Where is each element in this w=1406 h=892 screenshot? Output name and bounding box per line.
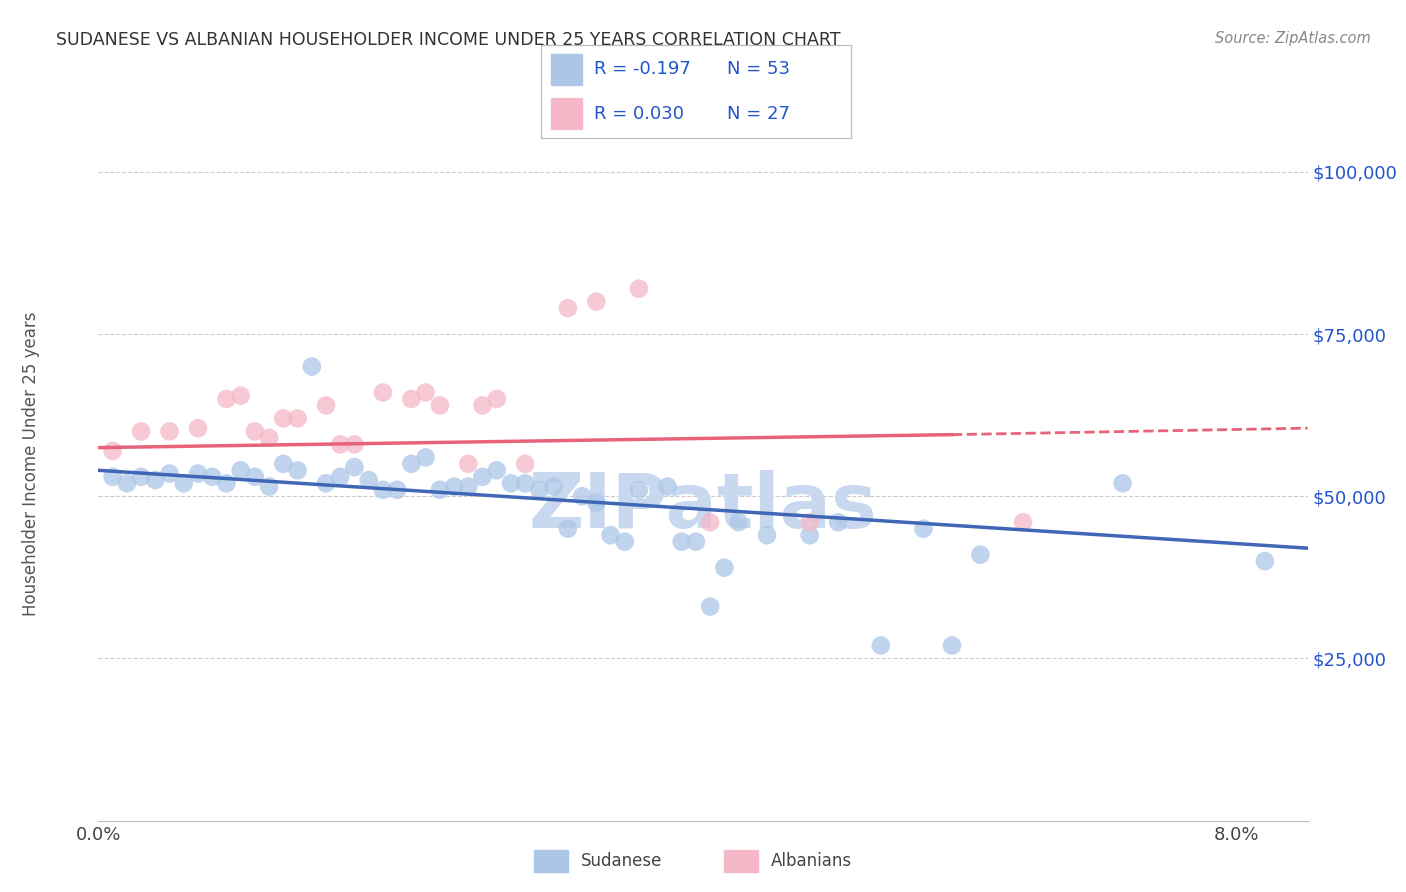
Point [101, 470, 124, 484]
Point [443, 479, 465, 493]
Point [499, 476, 522, 491]
Bar [551, 54, 582, 85]
Point [912, 522, 935, 536]
Point [229, 463, 252, 477]
Point [827, 515, 849, 529]
Point [613, 534, 636, 549]
Point [727, 515, 749, 529]
Point [941, 639, 963, 653]
Point [485, 463, 508, 477]
Point [243, 425, 266, 439]
Point [343, 437, 366, 451]
Point [371, 483, 394, 497]
Point [415, 450, 437, 465]
Point [343, 460, 366, 475]
Point [627, 282, 650, 296]
Point [371, 385, 394, 400]
Point [969, 548, 991, 562]
Point [457, 457, 479, 471]
Point [1012, 515, 1035, 529]
Point [257, 479, 280, 493]
Point [159, 425, 181, 439]
Point [187, 467, 209, 481]
Point [515, 476, 537, 491]
Text: Sudanese: Sudanese [581, 852, 662, 870]
Point [159, 467, 181, 481]
Point [671, 534, 693, 549]
Point [143, 473, 166, 487]
Point [685, 534, 707, 549]
Point [257, 431, 280, 445]
Text: R = -0.197: R = -0.197 [593, 60, 690, 78]
Point [415, 385, 437, 400]
Point [215, 392, 238, 406]
Point [485, 392, 508, 406]
Point [315, 476, 337, 491]
Point [129, 425, 152, 439]
Point [101, 443, 124, 458]
Point [585, 294, 607, 309]
Text: SUDANESE VS ALBANIAN HOUSEHOLDER INCOME UNDER 25 YEARS CORRELATION CHART: SUDANESE VS ALBANIAN HOUSEHOLDER INCOME … [56, 31, 841, 49]
Text: Albanians: Albanians [770, 852, 852, 870]
Point [329, 437, 352, 451]
Point [273, 411, 295, 425]
Point [429, 399, 451, 413]
Text: N = 53: N = 53 [727, 60, 790, 78]
Point [699, 599, 721, 614]
Point [243, 470, 266, 484]
Point [1111, 476, 1133, 491]
Point [329, 470, 352, 484]
Point [471, 399, 494, 413]
Text: ZIPatlas: ZIPatlas [529, 470, 877, 543]
Point [385, 483, 408, 497]
Point [657, 479, 679, 493]
Bar [551, 98, 582, 129]
Point [557, 522, 579, 536]
Point [799, 528, 821, 542]
Point [301, 359, 323, 374]
Point [457, 479, 479, 493]
Point [315, 399, 337, 413]
Point [401, 457, 423, 471]
Point [515, 457, 537, 471]
Point [201, 470, 224, 484]
Point [187, 421, 209, 435]
Point [869, 639, 891, 653]
Point [401, 392, 423, 406]
Point [699, 515, 721, 529]
Point [273, 457, 295, 471]
Point [287, 463, 309, 477]
Point [543, 479, 565, 493]
Point [599, 528, 621, 542]
Point [429, 483, 451, 497]
Point [129, 470, 152, 484]
Point [571, 489, 593, 503]
Point [229, 389, 252, 403]
Point [585, 496, 607, 510]
Text: N = 27: N = 27 [727, 105, 790, 123]
Text: Householder Income Under 25 years: Householder Income Under 25 years [22, 311, 39, 616]
Point [557, 301, 579, 315]
Point [713, 560, 735, 574]
Point [287, 411, 309, 425]
Point [756, 528, 779, 542]
Bar [724, 849, 758, 872]
Text: R = 0.030: R = 0.030 [593, 105, 683, 123]
Point [471, 470, 494, 484]
Point [357, 473, 380, 487]
Point [1254, 554, 1277, 568]
Bar [534, 849, 568, 872]
Point [799, 515, 821, 529]
Point [627, 483, 650, 497]
Point [529, 483, 551, 497]
Text: Source: ZipAtlas.com: Source: ZipAtlas.com [1215, 31, 1371, 46]
Point [215, 476, 238, 491]
Point [173, 476, 195, 491]
Point [115, 476, 138, 491]
